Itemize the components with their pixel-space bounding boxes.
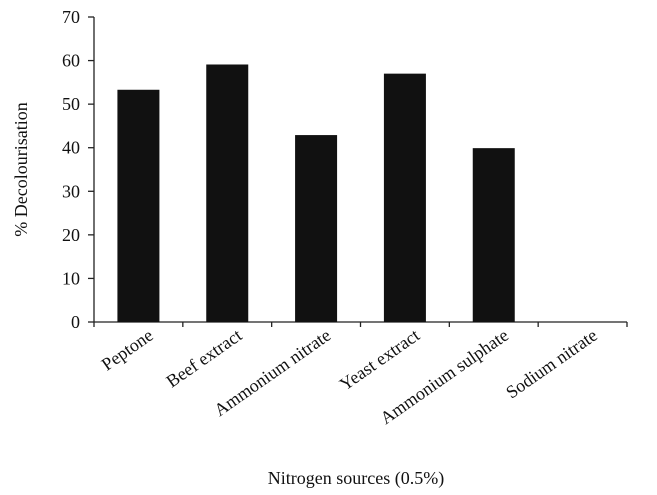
- bars: [117, 64, 515, 323]
- bar: [383, 73, 426, 323]
- y-tick-label: 30: [62, 181, 80, 201]
- y-tick-label: 20: [62, 225, 80, 245]
- x-axis-title: Nitrogen sources (0.5%): [268, 468, 444, 489]
- x-axis: [93, 321, 628, 327]
- y-tick-label: 50: [62, 94, 80, 114]
- bar: [117, 89, 160, 322]
- x-tick-label: Beef extract: [162, 325, 245, 392]
- y-tick-label: 70: [62, 7, 80, 27]
- y-tick-label: 0: [71, 312, 80, 332]
- y-axis: 0 10 20 30 40 50 60 70: [62, 7, 95, 332]
- bar: [295, 135, 338, 322]
- x-tick-label: Sodium nitrate: [502, 325, 601, 402]
- y-tick-label: 10: [62, 268, 80, 288]
- y-axis-title: % Decolourisation: [11, 102, 31, 236]
- bar: [206, 64, 249, 322]
- bar: [472, 148, 515, 322]
- x-tick-label: Peptone: [98, 325, 157, 375]
- y-tick-label: 40: [62, 138, 80, 158]
- x-tick-label: Yeast extract: [336, 325, 423, 395]
- y-tick-label: 60: [62, 51, 80, 71]
